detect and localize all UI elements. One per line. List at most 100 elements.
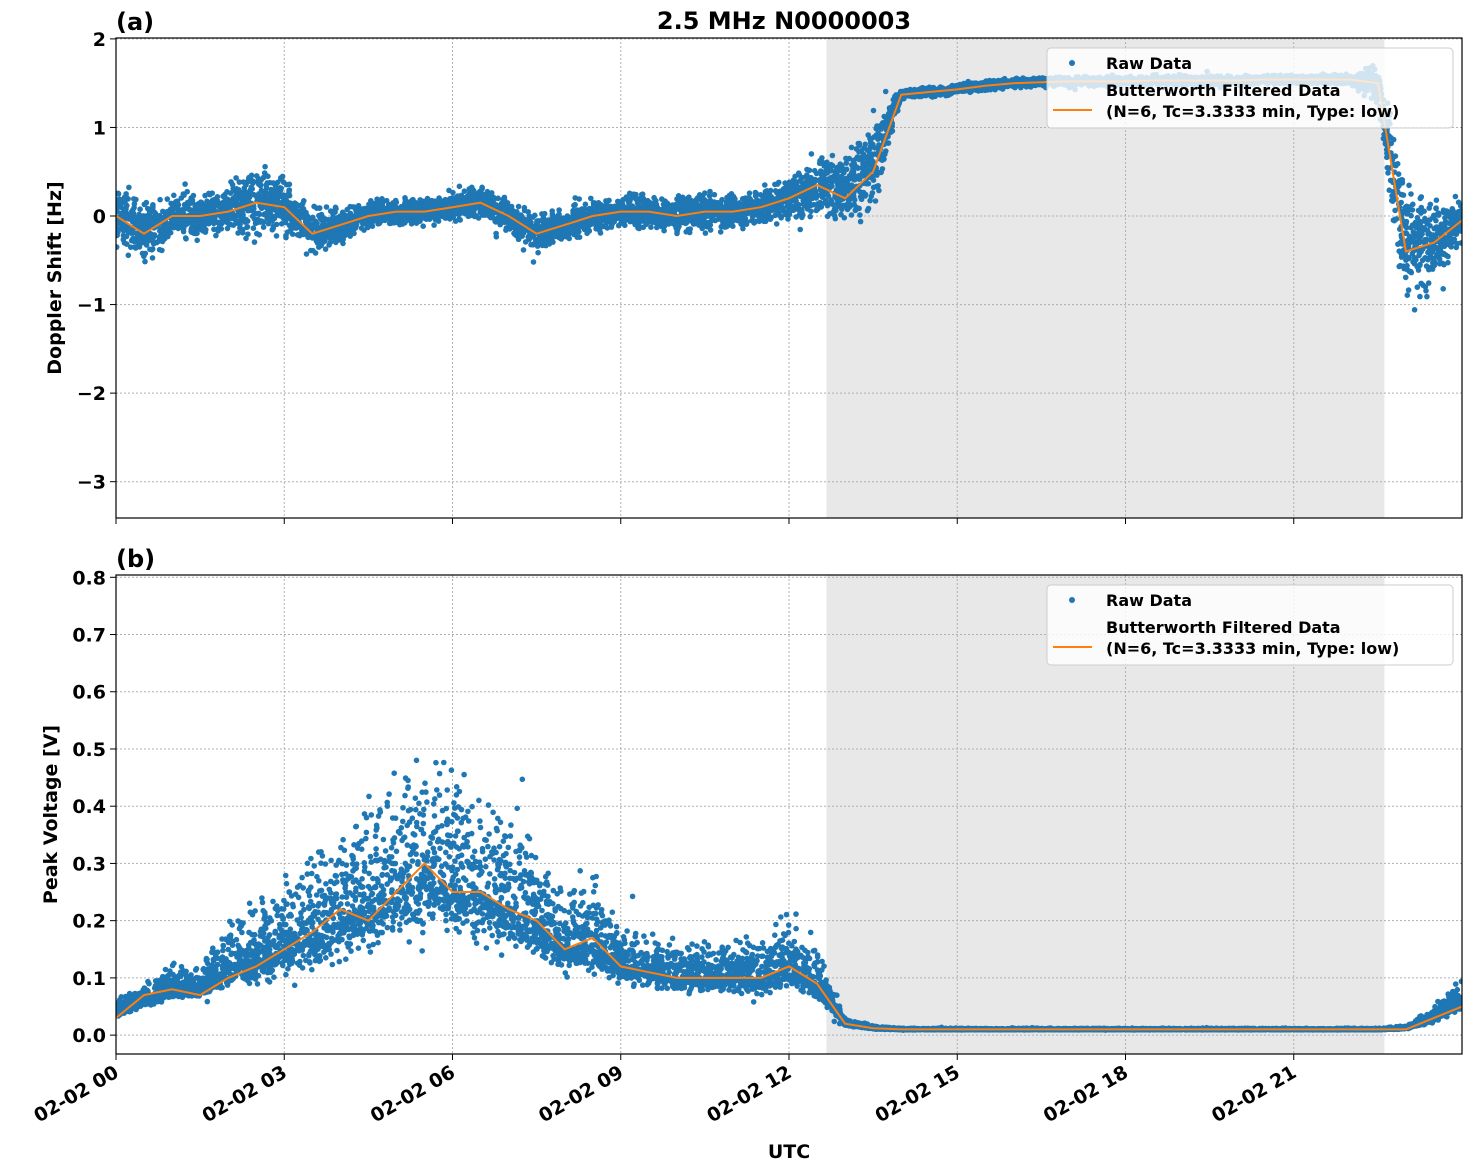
raw-data-point <box>317 240 324 247</box>
raw-data-point <box>118 210 124 217</box>
raw-data-point <box>556 228 562 234</box>
raw-data-point <box>848 144 855 151</box>
raw-data-point <box>284 192 291 198</box>
raw-data-point <box>142 224 148 231</box>
raw-data-point <box>846 198 852 204</box>
raw-data-point <box>279 173 286 180</box>
raw-data-point <box>530 259 537 265</box>
raw-data-point <box>120 236 127 243</box>
raw-data-point <box>243 235 249 242</box>
raw-data-point <box>857 218 864 225</box>
raw-data-point <box>859 147 865 154</box>
raw-data-point <box>423 216 430 222</box>
raw-data-point <box>190 192 197 199</box>
raw-data-point <box>635 224 641 231</box>
raw-data-point <box>254 210 260 217</box>
raw-data-point <box>215 228 221 234</box>
raw-data-point <box>843 175 849 182</box>
raw-data-point <box>793 179 800 185</box>
raw-data-point <box>990 77 997 84</box>
raw-data-point <box>696 196 703 202</box>
raw-data-point <box>189 221 196 227</box>
raw-data-point <box>160 208 166 215</box>
raw-data-point <box>483 207 490 213</box>
raw-data-point <box>851 201 857 208</box>
raw-data-point <box>648 224 654 230</box>
raw-data-point <box>804 180 811 187</box>
raw-data-point <box>117 196 123 203</box>
raw-data-point <box>480 193 486 200</box>
raw-data-point <box>456 183 463 190</box>
raw-data-point <box>825 176 832 182</box>
raw-data-point <box>604 216 611 222</box>
raw-data-point <box>180 228 187 235</box>
raw-data-point <box>198 199 204 205</box>
raw-data-point <box>270 225 277 232</box>
raw-data-point <box>597 222 603 228</box>
raw-data-point <box>289 231 296 237</box>
raw-data-point <box>184 216 191 222</box>
raw-data-point <box>664 200 671 207</box>
raw-data-point <box>383 197 390 204</box>
raw-data-point <box>484 188 491 195</box>
raw-data-point <box>209 218 215 224</box>
raw-data-point <box>822 197 829 204</box>
raw-data-point <box>501 197 508 203</box>
raw-data-point <box>843 166 850 173</box>
raw-data-point <box>239 195 245 201</box>
raw-data-point <box>653 197 659 204</box>
raw-data-point <box>255 181 262 187</box>
raw-data-point <box>693 202 699 209</box>
raw-data-point <box>262 188 269 195</box>
raw-data-point <box>262 163 268 170</box>
raw-data-point <box>171 218 178 225</box>
raw-data-point <box>708 200 714 206</box>
raw-data-point <box>149 218 156 225</box>
raw-data-point <box>302 217 309 224</box>
raw-data-point <box>311 234 318 240</box>
raw-data-point <box>843 155 849 162</box>
raw-data-point <box>245 197 251 203</box>
raw-data-point <box>738 203 744 210</box>
raw-data-point <box>797 226 803 233</box>
raw-data-point <box>870 184 877 191</box>
raw-data-point <box>805 175 811 182</box>
raw-data-point <box>654 224 660 231</box>
raw-data-point <box>199 204 206 210</box>
raw-data-point <box>819 159 826 165</box>
raw-data-point <box>142 250 149 257</box>
raw-data-point <box>858 190 865 197</box>
raw-data-point <box>723 223 730 230</box>
raw-data-point <box>322 246 329 252</box>
raw-data-point <box>361 227 367 233</box>
raw-data-point <box>869 190 876 196</box>
raw-data-point <box>661 227 667 234</box>
raw-data-point <box>377 216 384 222</box>
raw-data-point <box>620 205 626 212</box>
raw-data-point <box>829 152 836 159</box>
raw-data-point <box>827 211 833 217</box>
raw-data-point <box>116 225 120 232</box>
raw-data-point <box>772 188 779 194</box>
raw-data-point <box>856 156 863 163</box>
raw-data-point <box>870 177 877 183</box>
raw-data-point <box>143 220 149 226</box>
raw-data-point <box>829 183 835 189</box>
raw-data-point <box>796 184 802 191</box>
raw-data-point <box>608 205 614 212</box>
raw-data-point <box>493 202 500 208</box>
raw-data-point <box>807 213 813 220</box>
raw-data-point <box>371 203 377 209</box>
raw-data-point <box>393 199 400 206</box>
raw-data-point <box>130 230 137 236</box>
raw-data-point <box>479 204 485 211</box>
raw-data-point <box>875 134 882 140</box>
raw-data-point <box>434 200 441 207</box>
raw-data-point <box>799 214 805 221</box>
raw-data-point <box>340 240 346 247</box>
raw-data-point <box>397 221 403 228</box>
raw-data-point <box>225 198 232 205</box>
raw-data-point <box>147 246 153 253</box>
raw-data-point <box>164 196 171 202</box>
raw-data-point <box>137 206 143 212</box>
